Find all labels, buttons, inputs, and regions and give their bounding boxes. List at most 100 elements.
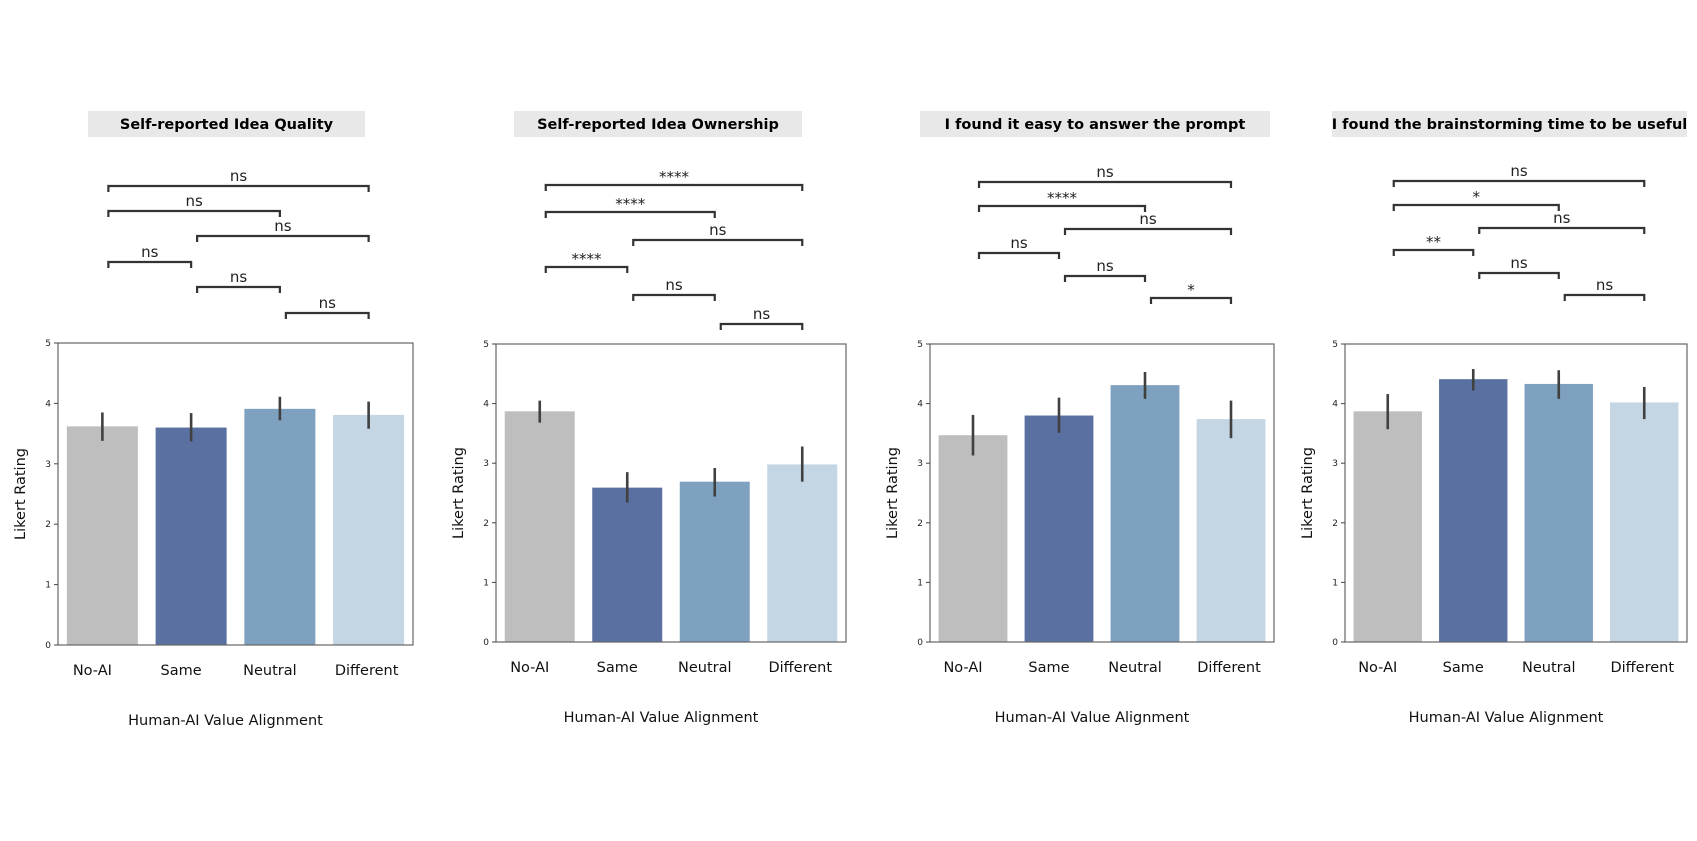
significance-label: ns — [1010, 234, 1028, 252]
panel-title: Self-reported Idea Quality — [120, 117, 334, 133]
y-tick-label: 0 — [45, 641, 51, 651]
bracket-line — [196, 234, 370, 242]
significance-bracket: ns — [977, 163, 1233, 188]
x-tick-label: Same — [1443, 660, 1484, 676]
significance-label: * — [1473, 188, 1481, 206]
significance-bracket: **** — [544, 250, 629, 273]
y-tick-label: 2 — [45, 520, 51, 530]
bracket-line — [107, 209, 281, 217]
y-axis-label: Likert Rating — [885, 447, 901, 539]
x-tick-label: No-AI — [1358, 660, 1397, 676]
significance-bracket: ns — [632, 221, 804, 246]
significance-bracket: ns — [1563, 276, 1646, 301]
x-tick-label: No-AI — [510, 660, 549, 676]
y-tick-label: 4 — [483, 400, 489, 410]
significance-bracket: ns — [1478, 254, 1560, 279]
bar-no-ai — [504, 411, 575, 642]
y-tick-label: 1 — [917, 578, 923, 588]
y-axis-label: Likert Rating — [13, 448, 29, 540]
bracket-line — [977, 251, 1061, 259]
y-tick-label: 2 — [917, 519, 923, 529]
panel-1: Self-reported Idea Quality 0 1 2 3 4 5 No-AI Sam… — [13, 111, 414, 729]
bar-different — [767, 464, 838, 642]
bracket-line — [107, 184, 370, 192]
bar-different — [1610, 402, 1679, 642]
y-axis-label: Likert Rating — [1300, 447, 1316, 539]
significance-bracket: ns — [1063, 257, 1147, 282]
significance-label: ns — [1139, 210, 1157, 228]
panel-title: I found the brainstorming time to be use… — [1332, 117, 1688, 133]
bracket-line — [632, 293, 716, 301]
x-tick-label: Neutral — [1522, 660, 1576, 676]
significance-label: **** — [615, 195, 646, 213]
bracket-line — [1478, 226, 1646, 234]
bracket-line — [107, 260, 193, 268]
bracket-line — [1063, 274, 1147, 282]
y-tick-label: 1 — [1332, 578, 1338, 588]
x-tick-label: Different — [1610, 660, 1674, 676]
significance-label: ns — [1510, 254, 1528, 272]
bracket-line — [544, 183, 804, 191]
bar-neutral — [244, 408, 316, 645]
x-tick-label: Different — [335, 663, 399, 679]
significance-label: ns — [1096, 163, 1114, 181]
significance-bracket: ns — [632, 276, 716, 301]
bracket-line — [1392, 248, 1475, 256]
bracket-line — [632, 238, 804, 246]
panel-title: I found it easy to answer the prompt — [945, 117, 1246, 133]
y-tick-label: 2 — [483, 519, 489, 529]
significance-bracket: ns — [196, 217, 370, 242]
x-tick-label: Neutral — [678, 660, 732, 676]
x-tick-label: No-AI — [73, 663, 112, 679]
y-tick-label: 5 — [45, 339, 51, 349]
bar-same — [1439, 379, 1508, 642]
x-tick-label: Different — [768, 660, 832, 676]
y-tick-label: 1 — [45, 581, 51, 591]
significance-bracket: **** — [977, 189, 1147, 212]
y-tick-label: 3 — [1332, 459, 1338, 469]
panel-4: I found the brainstorming time to be use… — [1300, 111, 1688, 726]
significance-label: ns — [709, 221, 727, 239]
significance-label: ns — [230, 268, 248, 286]
significance-label: ns — [141, 243, 159, 261]
significance-bracket: * — [1392, 188, 1560, 211]
bar-neutral — [679, 481, 750, 642]
significance-label: **** — [659, 168, 690, 186]
x-tick-label: Neutral — [243, 663, 297, 679]
panel-title-box — [88, 111, 365, 137]
bracket-line — [1563, 293, 1646, 301]
bracket-line — [196, 285, 281, 293]
bar-no-ai — [1353, 411, 1422, 642]
panel-2: Self-reported Idea Ownership 0 1 2 3 4 5 No-AI S… — [451, 111, 847, 726]
significance-bracket: * — [1149, 281, 1233, 304]
bar-same — [592, 487, 663, 642]
x-axis-label: Human-AI Value Alignment — [995, 710, 1190, 726]
plot-frame — [929, 343, 1275, 643]
significance-bracket: ns — [284, 294, 370, 319]
bar-different — [333, 414, 405, 645]
y-tick-label: 3 — [483, 459, 489, 469]
bracket-line — [544, 210, 716, 218]
significance-label: ns — [274, 217, 292, 235]
bracket-line — [1149, 296, 1233, 304]
significance-bracket: ** — [1392, 233, 1475, 256]
plot-frame — [57, 342, 414, 646]
y-tick-label: 4 — [45, 399, 51, 409]
x-axis-label: Human-AI Value Alignment — [1409, 710, 1604, 726]
significance-label: **** — [1047, 189, 1078, 207]
bar-neutral — [1110, 385, 1180, 642]
significance-label: ** — [1426, 233, 1442, 251]
plot-frame — [495, 343, 847, 643]
significance-bracket: **** — [544, 168, 804, 191]
panel-3: I found it easy to answer the prompt 0 1 2 3… — [885, 111, 1275, 726]
significance-bracket: ns — [1478, 209, 1646, 234]
bracket-line — [284, 311, 370, 319]
y-tick-label: 0 — [1332, 638, 1338, 648]
bracket-line — [1478, 271, 1560, 279]
significance-bracket: ns — [107, 243, 193, 268]
x-tick-label: Different — [1197, 660, 1261, 676]
y-tick-label: 5 — [1332, 340, 1338, 350]
significance-label: ns — [1510, 162, 1528, 180]
significance-label: ns — [1553, 209, 1571, 227]
significance-label: ns — [665, 276, 683, 294]
